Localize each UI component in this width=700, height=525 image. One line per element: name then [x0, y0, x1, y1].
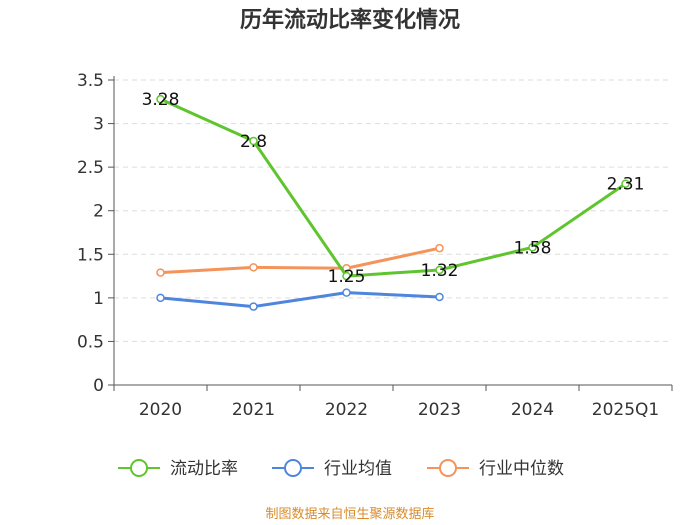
data-point	[528, 243, 537, 252]
data-label: 3.28	[142, 90, 180, 110]
y-tick-label: 0.5	[77, 332, 104, 352]
legend-label: 行业均值	[324, 459, 392, 479]
series-line-2	[160, 246, 440, 275]
y-tick-label: 1.5	[77, 245, 104, 265]
x-tick-label: 2025Q1	[592, 400, 659, 420]
data-point	[249, 263, 258, 272]
x-tick-label: 2023	[418, 400, 461, 420]
data-label: 1.32	[421, 261, 459, 281]
data-point	[156, 268, 165, 277]
x-tick-label: 2021	[232, 400, 275, 420]
legend: 流动比率 行业均值 行业中位数	[118, 459, 564, 479]
legend-marker	[284, 459, 302, 477]
data-point	[342, 271, 351, 281]
data-point	[249, 302, 258, 311]
data-label: 2.31	[607, 175, 645, 195]
legend-label: 行业中位数	[479, 459, 564, 479]
source-note: 制图数据来自恒生聚源数据库	[265, 506, 434, 522]
data-point	[156, 293, 165, 303]
series-layer	[156, 94, 630, 311]
x-tick-label: 2024	[511, 400, 554, 420]
axes: 0 0.5 1 1.5 2 2.5 3 3.5 2020 2021 2022 2023 2024 2025…	[77, 71, 673, 420]
data-labels: 3.28 2.8 1.25 1.32 1.58 2.31	[142, 90, 645, 287]
x-tick-label: 2022	[325, 400, 368, 420]
series-line-0	[159, 97, 627, 278]
data-point	[435, 265, 444, 275]
data-point	[156, 94, 165, 104]
data-point	[342, 288, 351, 297]
data-label: 2.8	[240, 132, 267, 152]
y-tick-label: 2.5	[77, 158, 104, 178]
legend-label: 流动比率	[170, 459, 238, 479]
y-tick-label: 3	[93, 115, 104, 135]
x-tick-label: 2020	[139, 400, 182, 420]
data-point	[435, 243, 444, 253]
data-point	[435, 292, 444, 302]
y-tick-label: 3.5	[77, 71, 104, 91]
y-tick-label: 0	[93, 376, 104, 396]
grid-lines	[114, 79, 672, 342]
chart-title: 历年流动比率变化情况	[240, 7, 460, 33]
series-line-1	[160, 291, 440, 309]
legend-marker	[439, 459, 457, 477]
data-point	[249, 136, 258, 146]
data-label: 1.25	[328, 267, 366, 287]
data-point	[342, 263, 351, 273]
data-point	[621, 179, 630, 188]
y-tick-label: 1	[93, 289, 104, 309]
data-label: 1.58	[514, 238, 552, 258]
legend-marker	[130, 459, 148, 477]
y-tick-label: 2	[93, 202, 104, 222]
